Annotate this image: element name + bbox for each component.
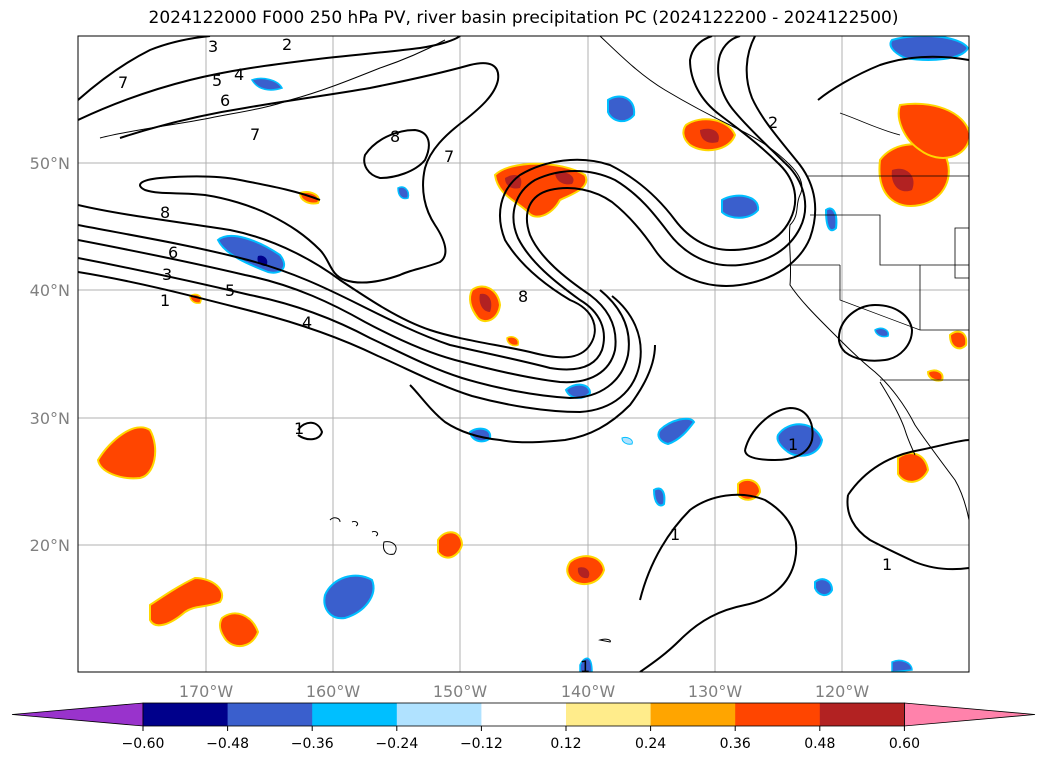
contour-label: 7 [118,73,128,92]
contour-label: 8 [160,203,170,222]
precip-blob [607,95,636,123]
contour-label: 1 [788,435,798,454]
colorbar-extend-high [904,702,1036,727]
precip-blob [250,77,284,91]
contour-label: 8 [390,127,400,146]
lon-label: 130°W [688,682,743,701]
precip-blob [437,531,464,559]
precip-blob [323,574,375,620]
borders [790,112,969,381]
contour-label: 6 [168,243,178,262]
contour-label: 5 [225,281,235,300]
precip-blob [897,102,969,159]
contour-label: 7 [444,147,454,166]
map-area [78,36,969,672]
colorbar-tick-label: 0.24 [635,736,666,752]
map-title: 2024122000 F000 250 hPa PV, river basin … [148,8,899,28]
contour-label: 8 [518,287,528,306]
colorbar-tick-label: 0.48 [804,736,835,752]
colorbar-tick-label: −0.48 [206,736,249,752]
precip-blob [891,168,914,192]
precip-blob [948,330,968,350]
colorbar-segment [819,703,905,726]
colorbar-tick-label: −0.36 [291,736,334,752]
contour-label: 7 [250,125,260,144]
precip-blob [96,426,157,480]
map-frame [77,35,970,673]
lon-label: 140°W [561,682,616,701]
contour-labels: 3 2 7 4 5 6 7 8 7 2 8 6 3 5 1 4 8 1 1 1 … [118,35,892,676]
colorbar-outline [142,702,905,727]
precip-blob [506,336,520,347]
precip-blob [555,171,574,185]
precip-blob [874,327,890,338]
colorbar-tick-label: −0.12 [460,736,503,752]
colorbar-segment [143,703,229,726]
contour-label: 6 [220,91,230,110]
precip-blob [149,576,223,627]
precip-blob [700,128,719,143]
lat-labels: 20°N 30°N 40°N 50°N [30,154,70,555]
contour-label: 2 [282,35,292,54]
pv-contours [78,36,969,672]
contour-label: 4 [302,313,312,332]
colorbar-ticks: −0.60 −0.48 −0.36 −0.24 −0.12 0.12 0.24 0.36 0.4… [122,726,920,752]
colorbar-segments [11,702,1036,727]
precip-blob [397,186,410,200]
precip-blob [652,487,666,507]
precip-blob [216,235,286,274]
precip-blob [721,194,760,219]
precip-blob [824,207,838,232]
precip-blob [776,423,824,457]
colorbar-segment [227,703,313,726]
contour-label: 1 [160,291,170,310]
colorbar-segment [566,703,652,726]
contour-label: 3 [162,265,172,284]
precip-positive [96,102,969,648]
lon-label: 170°W [179,682,234,701]
lon-labels: 170°W 160°W 150°W 140°W 130°W 120°W [179,682,870,701]
lat-label: 40°N [30,281,70,300]
precip-blob [579,657,593,672]
precip-blob [218,612,260,648]
colorbar-segment [396,703,482,726]
contour-label: 1 [294,419,304,438]
lon-label: 160°W [306,682,361,701]
precip-blob [479,293,492,312]
colorbar-tick-label: 0.60 [889,736,920,752]
contour-label: 5 [212,71,222,90]
colorbar-segment [481,703,567,726]
colorbar-segment [650,703,736,726]
precip-blob [891,659,913,672]
colorbar-segment [312,703,398,726]
lon-label: 120°W [815,682,870,701]
lat-label: 30°N [30,409,70,428]
colorbar-tick-label: 0.12 [550,736,581,752]
precip-negative [216,36,969,672]
precip-blob [657,417,696,446]
contour-label: 1 [580,657,590,676]
colorbar: −0.60 −0.48 −0.36 −0.24 −0.12 0.12 0.24 0.36 0.4… [11,702,1036,752]
contour-label: 1 [670,525,680,544]
precip-blob [814,578,834,596]
precip-blob [577,567,590,579]
colorbar-segment [735,703,821,726]
contour-label: 2 [768,113,778,132]
contour-label: 4 [234,65,244,84]
lat-label: 50°N [30,154,70,173]
colorbar-tick-label: −0.24 [375,736,418,752]
precip-blob [621,437,633,445]
colorbar-tick-label: 0.36 [720,736,751,752]
precip-blob [897,452,930,483]
contour-label: 3 [208,37,218,56]
lon-label: 150°W [433,682,488,701]
precip-blob [564,383,592,399]
colorbar-tick-label: −0.60 [122,736,165,752]
colorbar-extend-low [11,702,144,727]
lat-label: 20°N [30,536,70,555]
contour-label: 1 [882,555,892,574]
